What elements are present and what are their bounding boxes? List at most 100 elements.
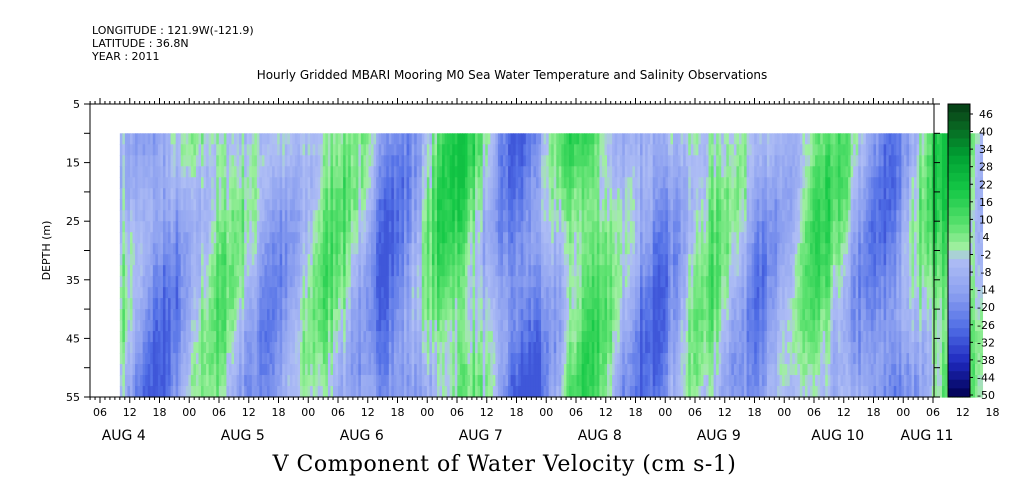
heatmap-cell bbox=[335, 243, 339, 255]
heatmap-cell bbox=[429, 342, 433, 354]
heatmap-cell bbox=[437, 199, 441, 211]
heatmap-cell bbox=[353, 309, 357, 321]
heatmap-cell bbox=[480, 155, 484, 167]
heatmap-cell bbox=[477, 287, 481, 299]
heatmap-cell bbox=[284, 309, 288, 321]
heatmap-cell bbox=[335, 265, 339, 277]
heatmap-cell bbox=[188, 177, 192, 189]
heatmap-cell bbox=[388, 265, 392, 277]
heatmap-cell bbox=[190, 177, 195, 189]
heatmap-cell bbox=[454, 320, 458, 332]
heatmap-cell bbox=[332, 166, 337, 178]
heatmap-cell bbox=[124, 166, 129, 178]
heatmap-cell bbox=[269, 331, 273, 343]
heatmap-cell bbox=[497, 375, 502, 387]
heatmap-cell bbox=[591, 298, 595, 310]
heatmap-cell bbox=[119, 243, 123, 255]
heatmap-cell bbox=[607, 364, 611, 376]
heatmap-cell bbox=[348, 320, 352, 332]
heatmap-cell bbox=[535, 166, 540, 178]
heatmap-cell bbox=[119, 232, 123, 244]
heatmap-cell bbox=[612, 177, 616, 189]
heatmap-cell bbox=[310, 386, 314, 398]
heatmap-cell bbox=[371, 199, 375, 211]
heatmap-cell bbox=[563, 221, 568, 233]
heatmap-cell bbox=[234, 265, 238, 277]
heatmap-cell bbox=[251, 364, 255, 376]
heatmap-cell bbox=[376, 199, 380, 211]
heatmap-cell bbox=[409, 364, 413, 376]
heatmap-cell bbox=[520, 386, 524, 398]
heatmap-cell bbox=[419, 199, 423, 211]
heatmap-cell bbox=[241, 144, 245, 156]
heatmap-cell bbox=[173, 133, 177, 145]
heatmap-cell bbox=[594, 221, 598, 233]
heatmap-cell bbox=[579, 331, 583, 343]
heatmap-cell bbox=[325, 254, 329, 266]
heatmap-cell bbox=[462, 353, 466, 365]
heatmap-cell bbox=[404, 144, 408, 156]
heatmap-cell bbox=[325, 375, 329, 387]
heatmap-cell bbox=[457, 188, 461, 200]
heatmap-cell bbox=[475, 265, 479, 277]
heatmap-cell bbox=[607, 221, 611, 233]
heatmap-cell bbox=[581, 133, 585, 145]
heatmap-cell bbox=[594, 364, 598, 376]
heatmap-cell bbox=[315, 331, 319, 343]
heatmap-cell bbox=[568, 320, 573, 332]
heatmap-cell bbox=[150, 254, 154, 266]
heatmap-cell bbox=[198, 331, 202, 343]
heatmap-cell bbox=[480, 298, 484, 310]
heatmap-cell bbox=[551, 287, 555, 299]
heatmap-cell bbox=[312, 375, 316, 387]
heatmap-cell bbox=[503, 177, 507, 189]
heatmap-cell bbox=[340, 320, 344, 332]
heatmap-cell bbox=[513, 331, 517, 343]
heatmap-cell bbox=[294, 155, 299, 167]
heatmap-cell bbox=[373, 309, 377, 321]
heatmap-cell bbox=[629, 199, 634, 211]
heatmap-cell bbox=[444, 166, 448, 178]
heatmap-cell bbox=[477, 386, 481, 398]
heatmap-cell bbox=[487, 309, 491, 321]
heatmap-cell bbox=[183, 188, 187, 200]
heatmap-cell bbox=[429, 155, 433, 167]
heatmap-cell bbox=[119, 375, 123, 387]
heatmap-cell bbox=[193, 320, 197, 332]
heatmap-cell bbox=[332, 364, 337, 376]
heatmap-cell bbox=[325, 331, 329, 343]
heatmap-cell bbox=[442, 320, 446, 332]
heatmap-cell bbox=[373, 221, 377, 233]
heatmap-cell bbox=[358, 254, 362, 266]
heatmap-cell bbox=[548, 298, 552, 310]
heatmap-cell bbox=[401, 166, 405, 178]
heatmap-cell bbox=[579, 210, 583, 222]
heatmap-cell bbox=[614, 155, 618, 167]
heatmap-cell bbox=[505, 254, 509, 266]
heatmap-cell bbox=[231, 265, 235, 277]
heatmap-cell bbox=[500, 133, 504, 145]
heatmap-cell bbox=[127, 199, 131, 211]
heatmap-cell bbox=[485, 221, 489, 233]
heatmap-cell bbox=[528, 199, 532, 211]
heatmap-cell bbox=[490, 177, 494, 189]
heatmap-cell bbox=[566, 177, 570, 189]
heatmap-cell bbox=[409, 353, 413, 365]
heatmap-cell bbox=[637, 342, 641, 354]
heatmap-cell bbox=[528, 243, 532, 255]
heatmap-cell bbox=[396, 309, 400, 321]
heatmap-cell bbox=[218, 386, 222, 398]
heatmap-cell bbox=[157, 243, 162, 255]
heatmap-cell bbox=[495, 353, 499, 365]
heatmap-cell bbox=[414, 243, 418, 255]
heatmap-cell bbox=[259, 133, 263, 145]
heatmap-cell bbox=[477, 353, 481, 365]
heatmap-cell bbox=[358, 155, 362, 167]
heatmap-cell bbox=[340, 133, 344, 145]
heatmap-cell bbox=[256, 188, 260, 200]
heatmap-cell bbox=[574, 133, 578, 145]
heatmap-cell bbox=[152, 133, 156, 145]
heatmap-cell bbox=[619, 177, 623, 189]
heatmap-cell bbox=[624, 166, 628, 178]
heatmap-cell bbox=[406, 199, 410, 211]
